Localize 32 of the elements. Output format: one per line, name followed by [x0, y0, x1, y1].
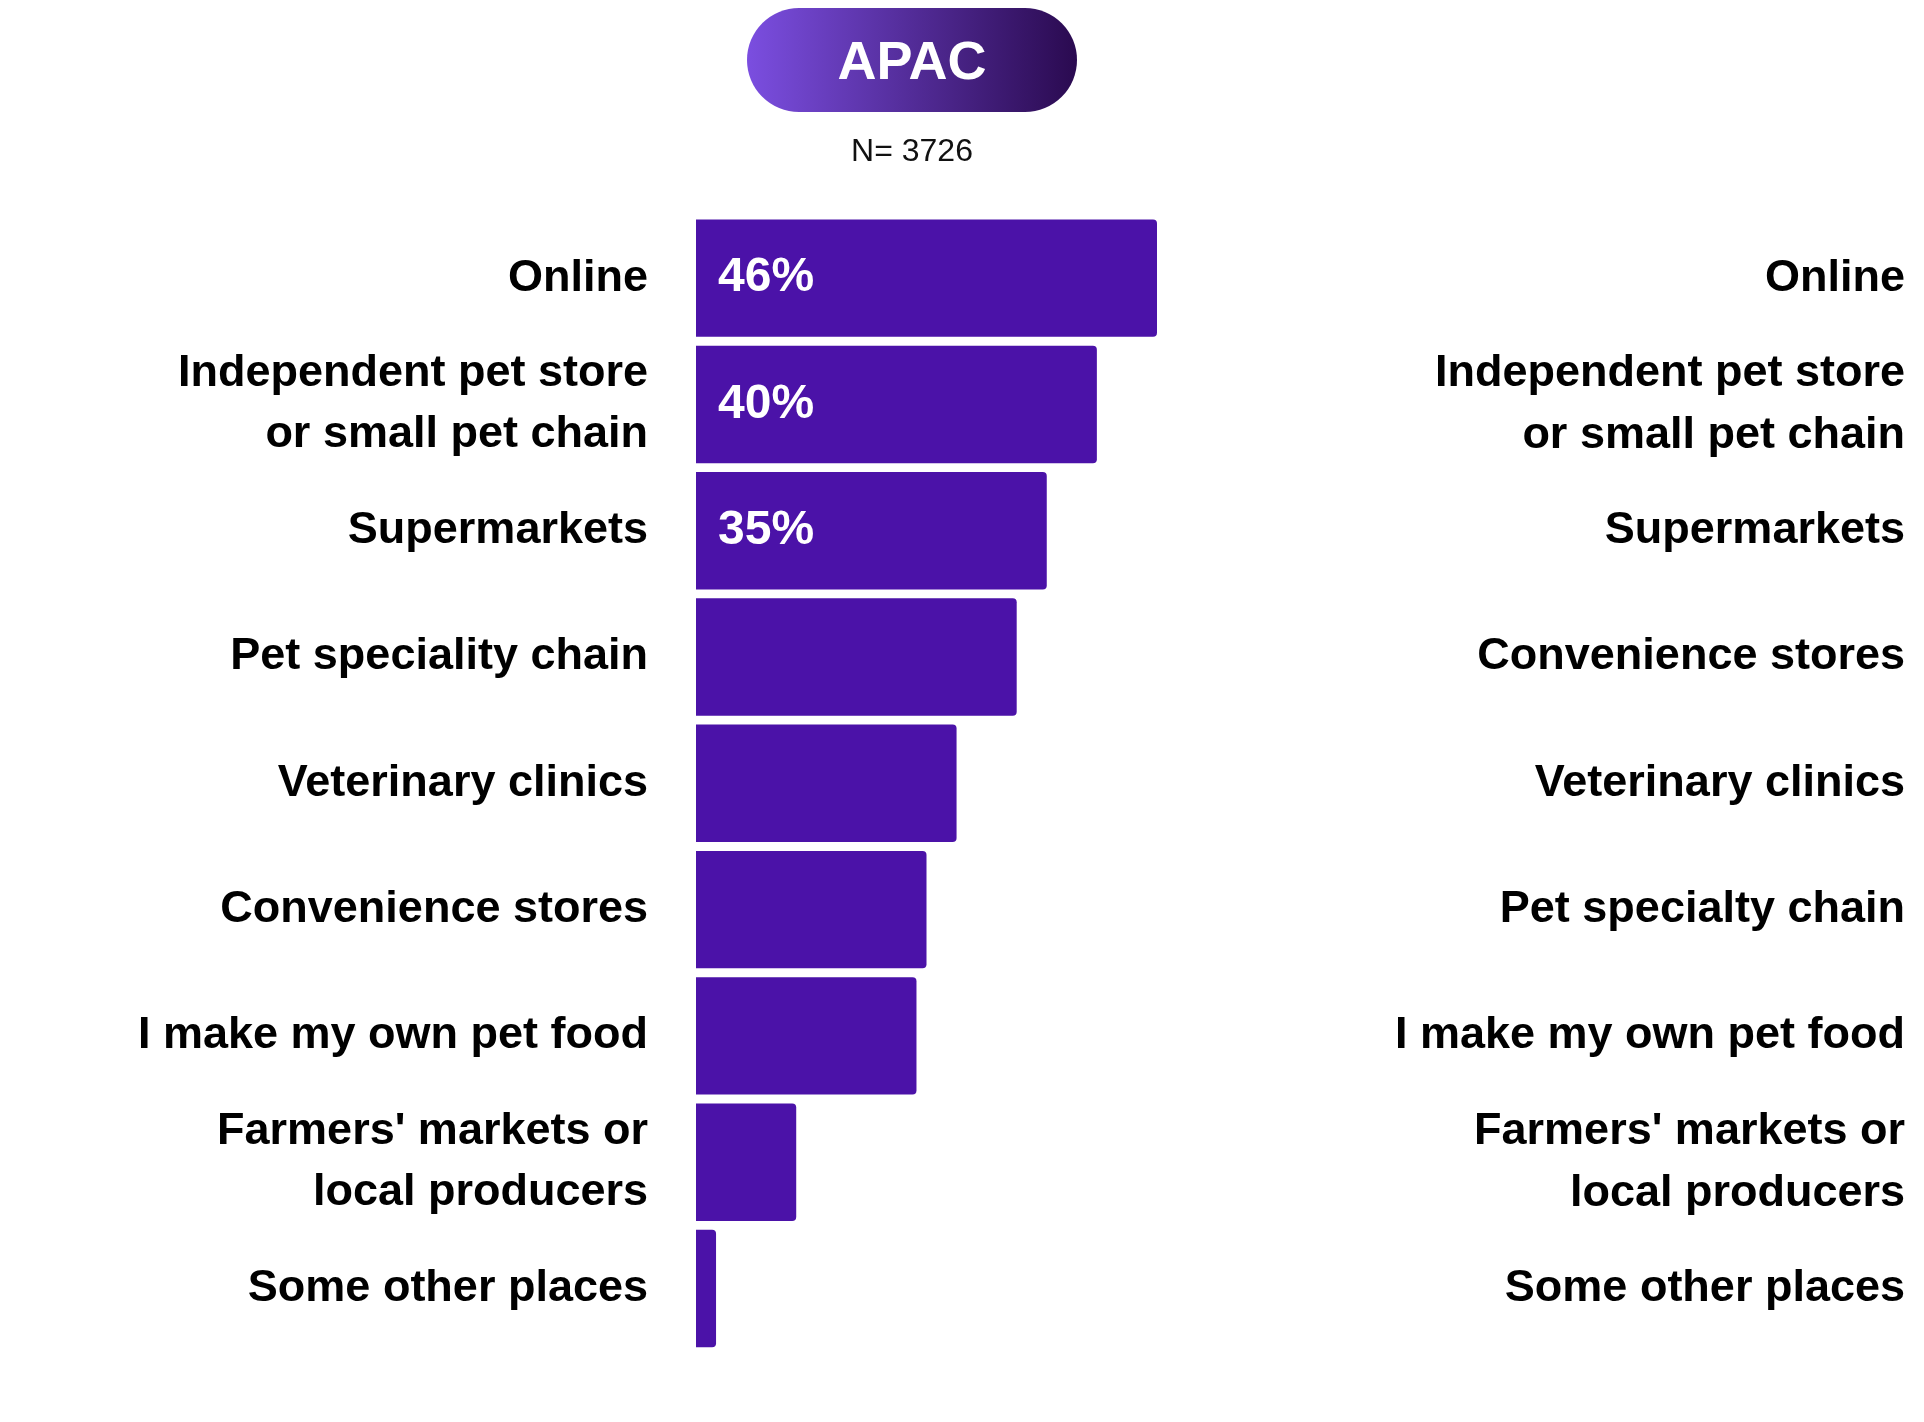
- bar: [696, 1103, 797, 1221]
- bar: [696, 1229, 717, 1348]
- text: Some other places: [1504, 1259, 1905, 1311]
- text: Pet specialty chain: [1499, 881, 1905, 933]
- text: Veterinary clinics: [1534, 754, 1905, 806]
- chart-subtitle: N= 3726: [850, 132, 974, 169]
- y-tick-label: Convenience stores: [220, 881, 648, 933]
- y-tick-label: Supermarkets: [347, 502, 648, 554]
- text: Farmers' markets or local producers: [1474, 1102, 1905, 1216]
- bar: [696, 850, 927, 969]
- bar: [696, 977, 917, 1095]
- bar: [696, 598, 1017, 716]
- y-tick-label: Pet speciality chain: [230, 628, 648, 680]
- text: Supermarkets: [1604, 502, 1905, 554]
- y-tick-label: Some other places: [247, 1259, 648, 1311]
- y-tick-label: Farmers' markets or local producers: [217, 1103, 648, 1215]
- text: I make my own pet food: [1394, 1007, 1905, 1059]
- data-label: 40%: [718, 374, 815, 428]
- chart-title: APAC: [747, 8, 1077, 112]
- y-tick-label: Independent pet store or small pet chain: [177, 345, 648, 458]
- y-tick-label: Veterinary clinics: [277, 754, 648, 806]
- bar: [696, 219, 1157, 337]
- text: Convenience stores: [1477, 628, 1905, 680]
- bar: [696, 345, 1097, 464]
- y-tick-label: Online: [507, 249, 648, 301]
- y-tick-label: I make my own pet food: [137, 1007, 648, 1059]
- text: Online: [1764, 249, 1905, 301]
- bar: [696, 472, 1047, 590]
- text: Independent pet store or small pet chain: [1434, 344, 1905, 458]
- bar: [696, 724, 957, 843]
- data-label: 46%: [718, 248, 815, 302]
- data-label: 35%: [718, 500, 815, 554]
